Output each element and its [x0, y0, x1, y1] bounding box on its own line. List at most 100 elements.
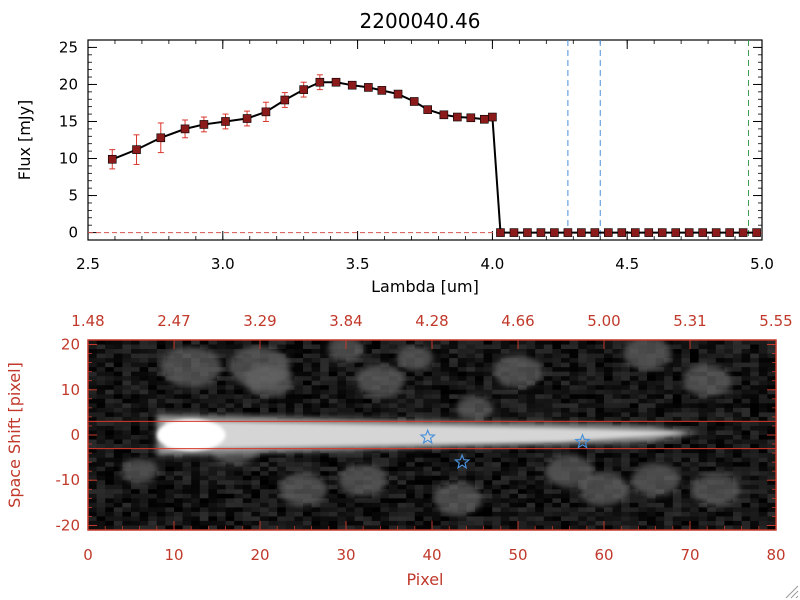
- noise-pixel: [328, 502, 338, 508]
- noise-pixel: [156, 403, 166, 409]
- noise-pixel: [724, 421, 734, 427]
- noise-pixel: [758, 520, 768, 526]
- noise-pixel: [638, 502, 648, 508]
- noise-pixel: [449, 520, 459, 526]
- noise-pixel: [733, 466, 743, 472]
- noise-pixel: [191, 525, 201, 530]
- noise-pixel: [131, 444, 141, 450]
- noise-pixel: [552, 412, 562, 418]
- noise-pixel: [414, 520, 424, 526]
- noise-pixel: [733, 439, 743, 445]
- noise-pixel: [672, 507, 682, 513]
- noise-pixel: [285, 358, 295, 364]
- image-x-tick-label: 80: [766, 546, 785, 564]
- noise-pixel: [621, 516, 631, 522]
- noise-pixel: [715, 349, 725, 355]
- noise-pixel: [681, 457, 691, 463]
- noise-pixel: [199, 525, 209, 530]
- data-point: [563, 228, 573, 237]
- noise-pixel: [88, 344, 98, 350]
- noise-pixel: [105, 439, 115, 445]
- spectrum-plot-frame: [87, 39, 763, 241]
- noise-pixel: [750, 376, 760, 382]
- noise-pixel: [767, 511, 776, 517]
- noise-pixel: [449, 471, 459, 477]
- noise-pixel: [105, 403, 115, 409]
- noise-pixel: [500, 484, 510, 490]
- noise-pixel: [148, 421, 158, 427]
- noise-pixel: [380, 353, 390, 359]
- noise-pixel: [337, 376, 347, 382]
- noise-pixel: [526, 507, 536, 513]
- noise-pixel: [535, 412, 545, 418]
- noise-pixel: [225, 462, 235, 468]
- noise-pixel: [174, 453, 184, 459]
- noise-pixel: [535, 403, 545, 409]
- image-top-tick-label: 5.31: [673, 312, 706, 330]
- noise-pixel: [139, 439, 149, 445]
- noise-pixel: [113, 484, 123, 490]
- noise-pixel: [105, 462, 115, 468]
- noise-pixel: [629, 462, 639, 468]
- noise-pixel: [242, 389, 252, 395]
- noise-pixel: [672, 358, 682, 364]
- noise-pixel: [595, 376, 605, 382]
- noise-pixel: [681, 525, 691, 530]
- noise-pixel: [174, 507, 184, 513]
- noise-pixel: [724, 520, 734, 526]
- noise-pixel: [208, 407, 218, 413]
- noise-pixel: [328, 398, 338, 404]
- noise-pixel: [724, 502, 734, 508]
- noise-pixel: [311, 340, 321, 346]
- noise-pixel: [638, 380, 648, 386]
- noise-pixel: [113, 489, 123, 495]
- noise-pixel: [681, 471, 691, 477]
- noise-pixel: [457, 457, 467, 463]
- noise-pixel: [139, 380, 149, 386]
- noise-pixel: [96, 471, 106, 477]
- noise-pixel: [131, 498, 141, 504]
- noise-pixel: [346, 403, 356, 409]
- noise-pixel: [131, 435, 141, 441]
- noise-pixel: [303, 389, 313, 395]
- noise-pixel: [423, 466, 433, 472]
- noise-pixel: [105, 435, 115, 441]
- noise-pixel: [741, 340, 751, 346]
- noise-pixel: [621, 371, 631, 377]
- noise-pixel: [371, 498, 381, 504]
- noise-pixel: [569, 344, 579, 350]
- noise-pixel: [105, 344, 115, 350]
- noise-pixel: [681, 358, 691, 364]
- noise-pixel: [569, 389, 579, 395]
- noise-pixel: [96, 358, 106, 364]
- noise-pixel: [586, 421, 596, 427]
- noise-pixel: [500, 462, 510, 468]
- noise-pixel: [733, 358, 743, 364]
- noise-pixel: [397, 480, 407, 486]
- noise-pixel: [509, 412, 519, 418]
- noise-pixel: [294, 403, 304, 409]
- noise-pixel: [389, 489, 399, 495]
- noise-pixel: [268, 525, 278, 530]
- noise-pixel: [440, 457, 450, 463]
- noise-pixel: [526, 480, 536, 486]
- noise-pixel: [354, 358, 364, 364]
- noise-pixel: [406, 471, 416, 477]
- noise-pixel: [698, 430, 708, 436]
- noise-pixel: [500, 498, 510, 504]
- noise-pixel: [629, 525, 639, 530]
- noise-pixel: [440, 362, 450, 368]
- resize-grip-icon[interactable]: [785, 585, 799, 599]
- noise-pixel: [595, 340, 605, 346]
- noise-pixel: [672, 362, 682, 368]
- noise-pixel: [234, 507, 244, 513]
- noise-pixel: [750, 403, 760, 409]
- noise-pixel: [311, 385, 321, 391]
- noise-pixel: [672, 344, 682, 350]
- noise-pixel: [672, 425, 682, 431]
- noise-pixel: [647, 398, 657, 404]
- noise-pixel: [475, 380, 485, 386]
- noise-pixel: [552, 520, 562, 526]
- noise-pixel: [363, 457, 373, 463]
